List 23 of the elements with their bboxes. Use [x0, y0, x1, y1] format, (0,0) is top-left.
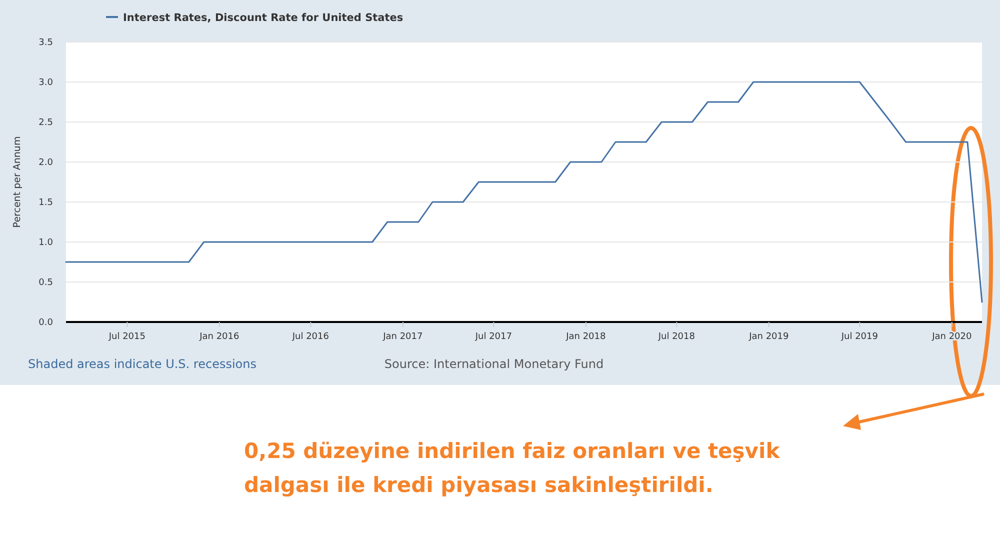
x-tick-label: Jul 2015	[108, 332, 146, 342]
y-tick-label: 1.5	[38, 198, 53, 208]
x-tick-label: Jan 2017	[382, 332, 423, 342]
y-tick-label: 3.5	[38, 38, 53, 48]
legend-label: Interest Rates, Discount Rate for United States	[123, 12, 404, 24]
x-tick-label: Jul 2018	[657, 332, 696, 342]
x-tick-label: Jan 2018	[565, 332, 606, 342]
y-tick-label: 0.0	[38, 318, 54, 328]
y-tick-label: 2.0	[38, 158, 54, 168]
y-tick-label: 1.0	[38, 238, 54, 248]
text: Shaded areas indicate U.S. recessions	[28, 357, 256, 371]
y-axis-title: Percent per Annum	[12, 136, 23, 228]
x-tick-label: Jan 2016	[198, 332, 240, 342]
y-tick-label: 0.5	[38, 278, 53, 288]
x-tick-label: Jul 2017	[474, 332, 512, 342]
source-note: Source: International Monetary Fund	[384, 357, 604, 371]
text: 0,25 düzeyine indirilen faiz oranları ve teşvik dalgası ile kredi piyasası sakinleştirildi.	[244, 439, 781, 497]
line-series	[65, 81, 983, 303]
y-tick-label: 2.5	[38, 118, 53, 128]
x-tick-label: Jul 2016	[291, 332, 330, 342]
x-tick-label: Jan 2019	[748, 332, 790, 342]
x-tick-label: Jul 2019	[840, 332, 878, 342]
y-tick-label: 3.0	[38, 78, 54, 88]
